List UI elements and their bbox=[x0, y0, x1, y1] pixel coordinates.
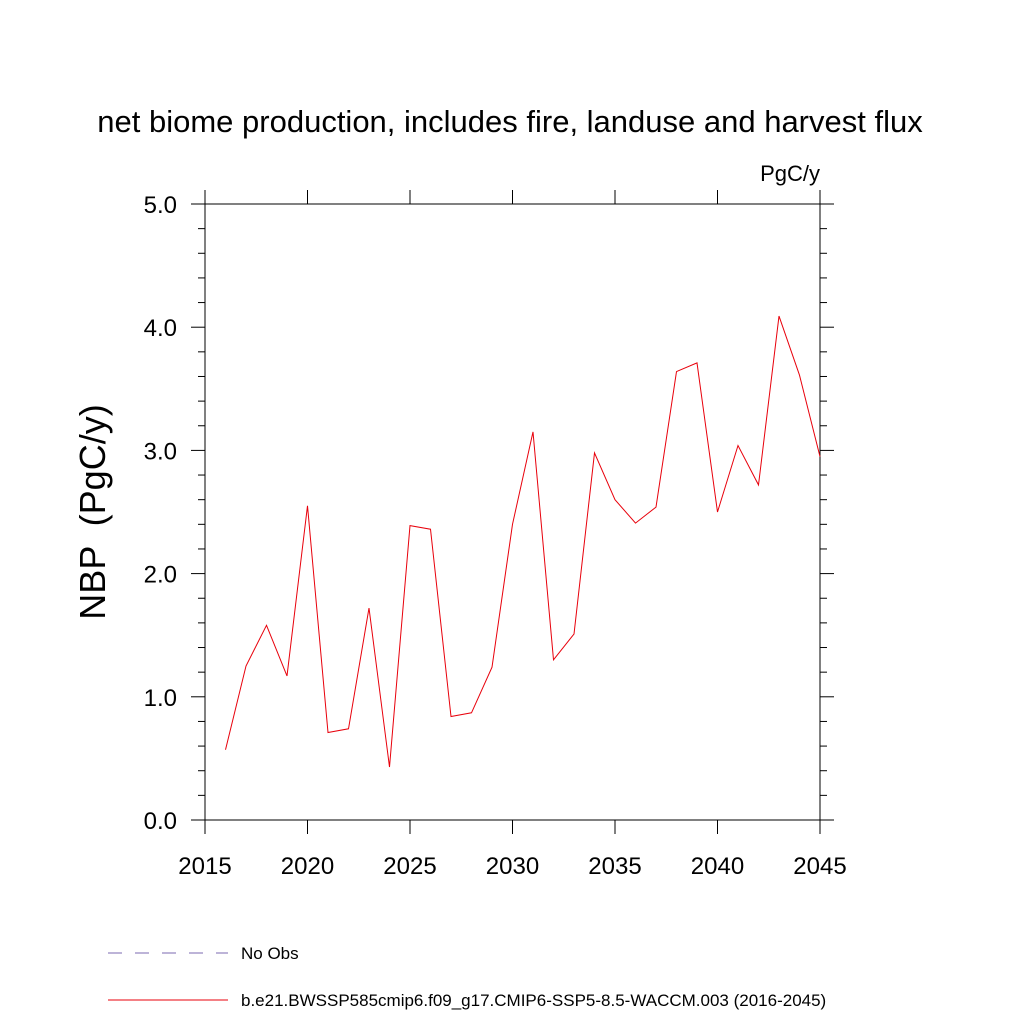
units-label: PgC/y bbox=[760, 161, 820, 186]
legend-label: b.e21.BWSSP585cmip6.f09_g17.CMIP6-SSP5-8… bbox=[241, 991, 826, 1010]
legend-label: No Obs bbox=[241, 944, 299, 963]
x-tick-label: 2020 bbox=[281, 853, 334, 880]
y-axis: 0.0 1.0 2.0 3.0 4.0 5.0 bbox=[144, 192, 834, 835]
y-tick-label: 3.0 bbox=[144, 438, 177, 465]
x-tick-label: 2040 bbox=[691, 853, 744, 880]
series-layer bbox=[225, 315, 821, 768]
y-tick-label: 5.0 bbox=[144, 192, 177, 219]
x-tick-label: 2045 bbox=[793, 853, 846, 880]
y-tick-label: 4.0 bbox=[144, 315, 177, 342]
plot-border bbox=[204, 203, 821, 821]
x-tick-label: 2035 bbox=[588, 853, 641, 880]
legend: No Obs b.e21.BWSSP585cmip6.f09_g17.CMIP6-… bbox=[108, 944, 826, 1010]
y-tick-label: 2.0 bbox=[144, 562, 177, 589]
y-axis-label: NBP (PgC/y) bbox=[72, 404, 113, 619]
x-axis: 2015 2020 2025 2030 2035 2040 2045 bbox=[178, 190, 847, 880]
x-tick-label: 2025 bbox=[383, 853, 436, 880]
x-tick-label: 2015 bbox=[178, 853, 231, 880]
chart-title: net biome production, includes fire, lan… bbox=[97, 104, 923, 139]
x-tick-label: 2030 bbox=[486, 853, 539, 880]
y-tick-label: 1.0 bbox=[144, 685, 177, 712]
plot-area bbox=[204, 203, 821, 821]
series-line bbox=[225, 315, 821, 768]
y-tick-label: 0.0 bbox=[144, 808, 177, 835]
